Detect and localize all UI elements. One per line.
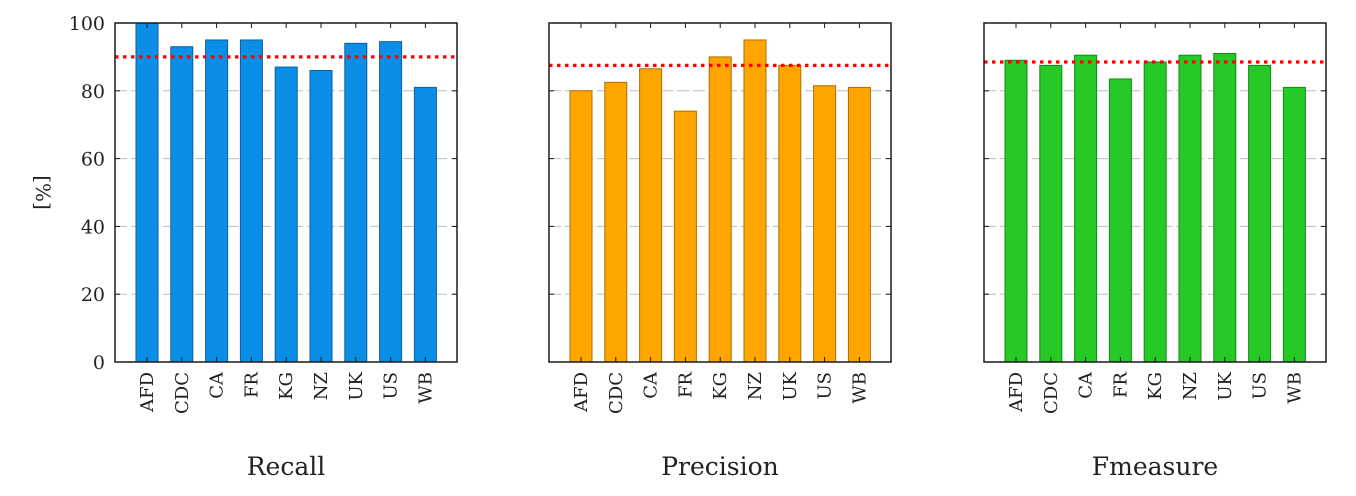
category-label-CDC: CDC <box>172 372 193 414</box>
bar-FR <box>239 39 263 363</box>
bar-WB <box>413 86 437 363</box>
bar-CA <box>205 39 229 363</box>
bar-CDC <box>604 81 628 363</box>
bar-CDC <box>1039 64 1063 363</box>
panel-title-fmeasure: Fmeasure <box>1092 452 1218 481</box>
y-tick-label: 100 <box>69 13 105 35</box>
category-label-FR: FR <box>241 372 262 398</box>
bar-CDC <box>170 46 194 363</box>
category-label-NZ: NZ <box>745 372 766 400</box>
bar-KG <box>274 66 298 363</box>
category-label-WB: WB <box>1284 372 1305 404</box>
bar-AFD <box>1004 59 1028 363</box>
panel-title-precision: Precision <box>661 452 779 481</box>
category-label-CA: CA <box>1076 371 1097 399</box>
category-label-CDC: CDC <box>1041 372 1062 414</box>
category-label-KG: KG <box>710 372 731 400</box>
category-label-CA: CA <box>641 371 662 399</box>
bar-AFD <box>135 22 159 363</box>
bar-UK <box>1213 53 1237 363</box>
bar-WB <box>847 86 871 363</box>
category-label-NZ: NZ <box>311 372 332 400</box>
category-label-UK: UK <box>1215 371 1236 400</box>
bar-NZ <box>309 69 333 363</box>
category-label-UK: UK <box>346 371 367 400</box>
category-label-KG: KG <box>276 372 297 400</box>
y-tick-label: 40 <box>81 216 105 238</box>
bar-KG <box>1143 61 1167 363</box>
bar-CA <box>1074 54 1098 363</box>
category-label-US: US <box>1250 372 1271 400</box>
bar-AFD <box>569 90 593 363</box>
category-label-US: US <box>815 372 836 400</box>
y-tick-label: 60 <box>81 149 105 171</box>
category-label-WB: WB <box>415 372 436 404</box>
category-label-FR: FR <box>1110 372 1131 398</box>
y-tick-label: 80 <box>81 81 105 103</box>
panel-title-recall: Recall <box>247 452 326 481</box>
category-label-NZ: NZ <box>1180 372 1201 400</box>
category-label-KG: KG <box>1145 372 1166 400</box>
category-label-UK: UK <box>780 371 801 400</box>
bar-WB <box>1282 86 1306 363</box>
category-label-FR: FR <box>675 372 696 398</box>
category-label-AFD: AFD <box>137 372 158 413</box>
bar-FR <box>1108 78 1132 363</box>
bar-US <box>379 41 403 363</box>
category-label-US: US <box>381 372 402 400</box>
bar-CA <box>639 68 663 363</box>
category-label-CDC: CDC <box>606 372 627 414</box>
category-label-AFD: AFD <box>1006 372 1027 413</box>
bar-FR <box>673 110 697 363</box>
category-label-CA: CA <box>207 371 228 399</box>
bar-US <box>1248 64 1272 363</box>
y-tick-label: 0 <box>93 352 105 374</box>
y-tick-label: 20 <box>81 284 105 306</box>
bar-US <box>813 85 837 363</box>
bar-UK <box>344 42 368 363</box>
bar-KG <box>708 56 732 363</box>
category-label-AFD: AFD <box>571 372 592 413</box>
bar-NZ <box>1178 54 1202 363</box>
bar-NZ <box>743 39 767 363</box>
y-axis-title: [%] <box>31 175 55 210</box>
category-label-WB: WB <box>849 372 870 404</box>
bar-UK <box>778 64 802 363</box>
